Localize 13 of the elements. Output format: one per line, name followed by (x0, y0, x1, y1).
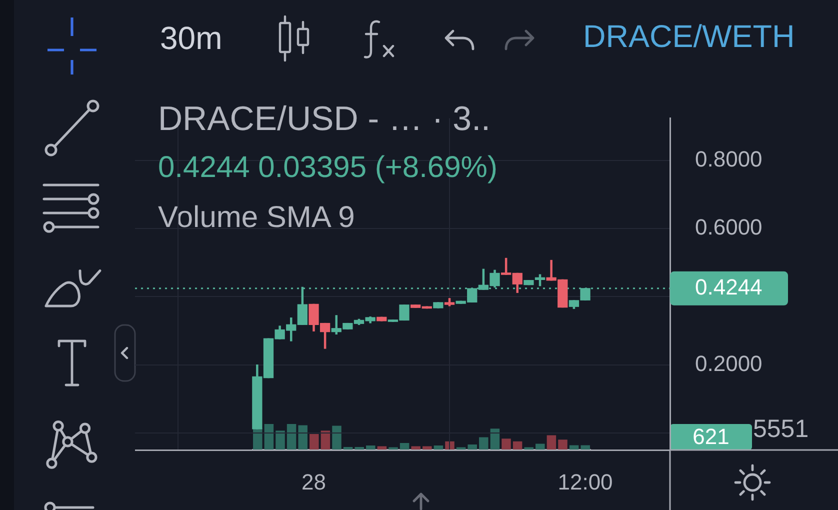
y-tick-label: 0.6000 (695, 214, 762, 240)
y-tick-label: 0.2000 (695, 350, 762, 376)
text: 621 (670, 424, 752, 449)
chart-title: DRACE/USD - … · 3.. (158, 100, 490, 138)
ref-line-label: 0.4244 (695, 274, 762, 300)
y-tick-label: 0.8000 (695, 146, 762, 172)
text: DRACE/WETH (583, 18, 795, 54)
text: 5551 (753, 415, 809, 443)
text: 30m (160, 20, 222, 56)
x-tick-label: 28 (302, 469, 326, 494)
text: 0.4244 0.03395 (+8.69%) (158, 151, 498, 184)
chart-title: Volume SMA 9 (158, 201, 355, 234)
x-tick-label: 12:00 (558, 469, 613, 494)
